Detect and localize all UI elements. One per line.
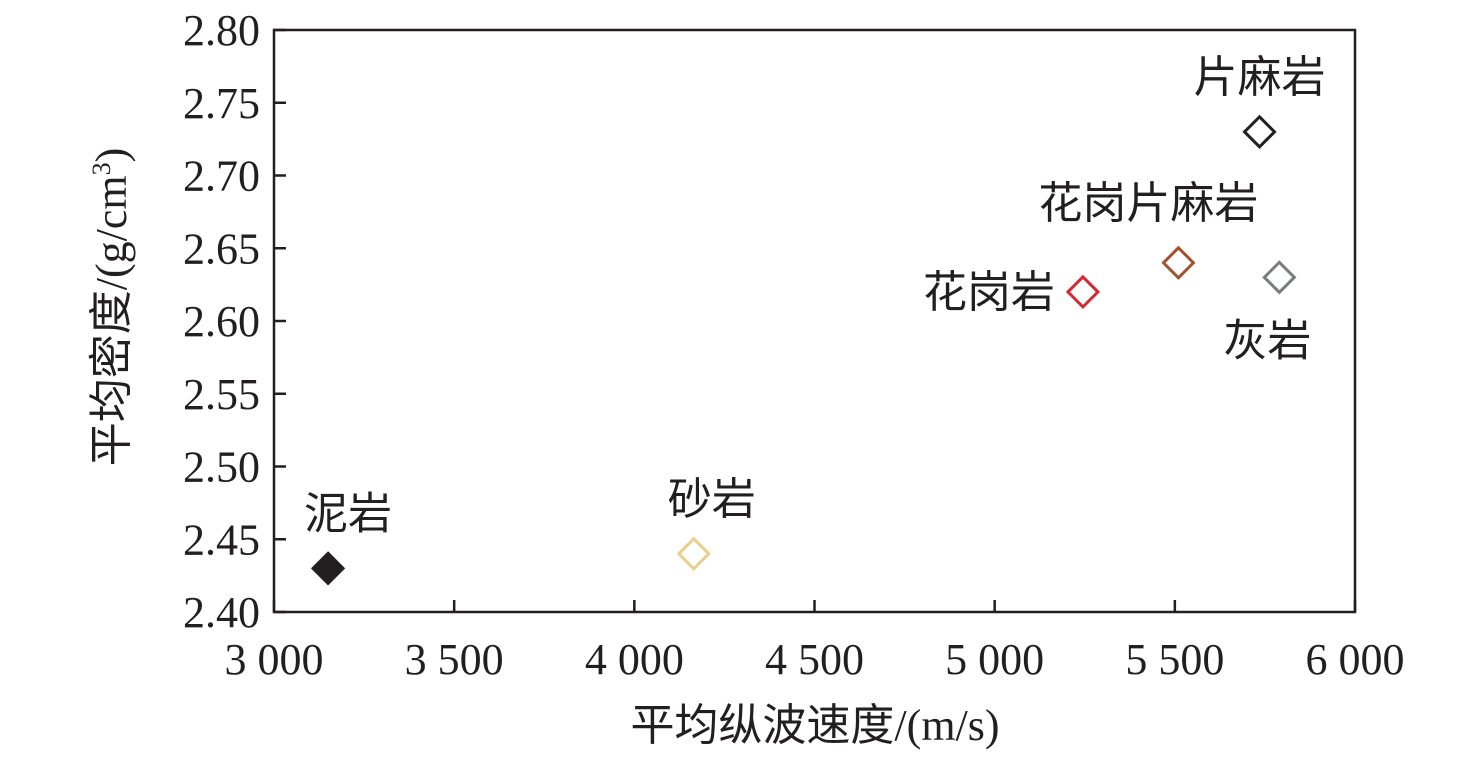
y-axis-ticks <box>274 28 286 614</box>
y-tick-label: 2.80 <box>183 6 260 55</box>
data-point-diamond <box>1262 260 1297 295</box>
y-axis-title-superscript: 3 <box>87 162 116 175</box>
y-tick-label: 2.65 <box>183 224 260 273</box>
x-tick-label: 3 000 <box>225 635 324 684</box>
data-points <box>310 114 1297 586</box>
y-axis-title-close: ) <box>87 148 136 163</box>
y-tick-label: 2.40 <box>183 588 260 637</box>
point-label: 花岗片麻岩 <box>1038 179 1258 228</box>
x-tick-label: 5 000 <box>945 635 1044 684</box>
data-point-diamond <box>676 536 711 571</box>
data-point-diamond <box>1161 245 1196 280</box>
point-label: 花岗岩 <box>923 268 1055 317</box>
point-label: 砂岩 <box>668 475 756 524</box>
data-point-diamond <box>1065 274 1101 310</box>
x-tick-label: 5 500 <box>1125 635 1224 684</box>
x-tick-label: 3 500 <box>405 635 504 684</box>
x-tick-label: 6 000 <box>1306 635 1405 684</box>
y-axis-tick-labels: 2.40 2.45 2.50 2.55 2.60 2.65 2.70 2.75 2.80 <box>183 6 260 637</box>
x-tick-label: 4 000 <box>585 635 684 684</box>
y-axis-title: 平均密度/(g/cm3) <box>87 148 136 467</box>
point-label: 片麻岩 <box>1194 53 1326 102</box>
point-label: 泥岩 <box>304 489 392 538</box>
y-tick-label: 2.50 <box>183 443 260 492</box>
y-tick-label: 2.70 <box>183 152 260 201</box>
point-label: 灰岩 <box>1223 316 1311 365</box>
y-tick-label: 2.45 <box>183 515 260 564</box>
x-tick-label: 4 500 <box>765 635 864 684</box>
data-point-diamond <box>310 551 346 586</box>
plot-frame <box>272 28 1357 614</box>
y-tick-label: 2.60 <box>183 297 260 346</box>
y-tick-label: 2.55 <box>183 370 260 419</box>
y-axis-title-main: 平均密度/(g/cm <box>87 175 136 466</box>
y-tick-label: 2.75 <box>183 79 260 128</box>
x-axis-ticks <box>272 600 1357 612</box>
x-axis-tick-labels: 3 000 3 500 4 000 4 500 5 000 5 500 6 000 <box>225 635 1405 684</box>
x-axis-title: 平均纵波速度/(m/s) <box>630 701 999 750</box>
data-point-diamond <box>1242 114 1277 149</box>
